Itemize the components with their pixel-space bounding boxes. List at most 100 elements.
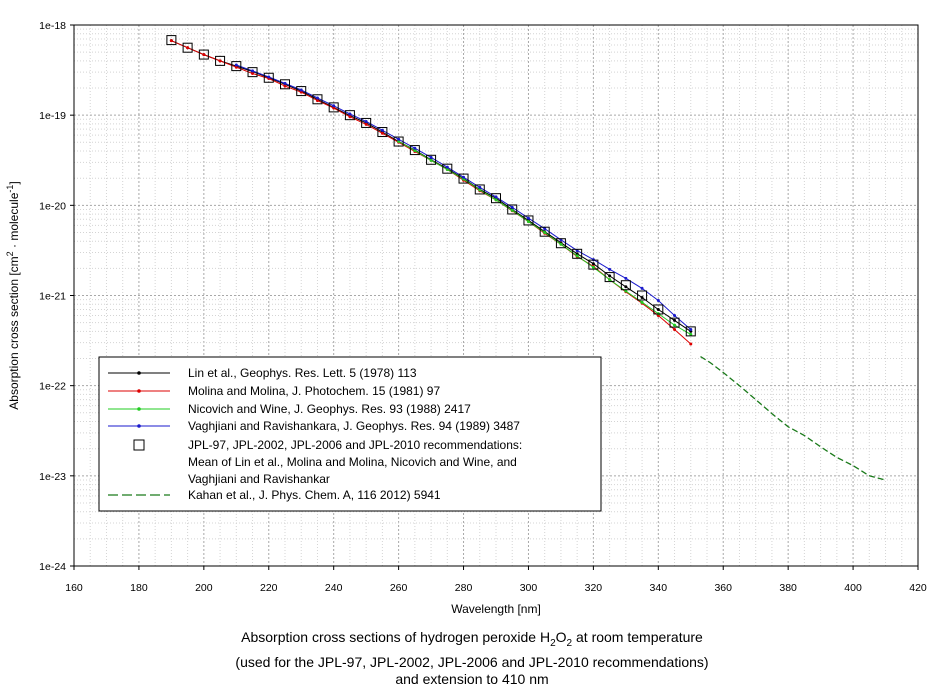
data-point [299,88,303,92]
x-tick-label: 180 [130,582,148,594]
data-point-square [491,193,501,204]
data-point [462,175,466,179]
data-point-square [182,42,193,53]
data-point [494,198,498,202]
data-point [332,106,336,110]
x-axis-label: Wavelength [nm] [451,602,541,616]
data-point [640,286,644,290]
legend-swatch [133,439,145,451]
data-point [689,327,693,331]
series-4 [166,35,696,337]
data-point [218,59,222,63]
y-tick-label: 1e-22 [39,381,66,393]
y-tick-label: 1e-20 [39,200,66,212]
data-point [689,332,693,336]
data-point-square [409,145,420,156]
x-tick-label: 320 [585,582,603,594]
data-point [656,299,660,303]
data-point-square [507,204,518,215]
data-point [445,165,449,169]
legend-label: Molina and Molina, J. Photochem. 15 (198… [188,384,440,398]
legend-box [98,356,602,512]
data-point-square [669,317,680,328]
data-point-square [393,136,404,147]
data-point [283,84,287,88]
x-tick-label: 200 [195,582,213,594]
x-tick-label: 220 [260,582,278,594]
data-point [315,99,319,103]
data-point-square [539,226,550,237]
x-tick-label: 380 [779,582,797,594]
data-point-square [215,55,226,66]
legend-swatch-marker [137,407,141,411]
data-point [673,318,677,322]
chart: 160 180 200 220 240 260 280 300 320 340 360 380 400 4… [5,20,927,616]
y-axis-label-part: · molecule [7,192,21,251]
legend-label: Mean of Lin et al., Molina and Molina, N… [188,455,517,469]
data-point-square [280,79,290,90]
data-point-square [620,280,631,291]
data-point [186,46,190,50]
data-point [429,155,433,159]
y-tick-label: 1e-24 [39,561,66,573]
x-tick-label: 420 [909,582,927,594]
x-tick-label: 400 [844,582,862,594]
data-point [251,71,255,75]
caption-line-3: and extension to 410 nm [395,671,549,687]
data-point [624,289,628,293]
data-point [673,314,677,318]
x-tick-label: 240 [325,582,343,594]
data-point [575,254,579,258]
data-point-square [458,173,469,184]
y-tick-label: 1e-18 [39,20,66,32]
x-tick-label: 360 [714,582,732,594]
series-line [171,40,692,332]
data-point [380,128,384,132]
y-tick-label: 1e-19 [39,110,66,122]
y-tick-label: 1e-21 [39,291,66,303]
data-point [640,300,644,304]
x-tick-label: 260 [390,582,408,594]
data-point-square [604,272,615,283]
legend-label: Vaghjiani and Ravishankar [188,472,330,486]
legend-label: Kahan et al., J. Phys. Chem. A, 116 2012… [188,488,441,502]
data-point [510,205,514,209]
data-point [510,208,514,212]
data-point-square [312,94,323,105]
data-point [640,296,644,300]
data-point [267,75,271,79]
legend-swatch-marker [137,371,141,375]
legend: Lin et al., Geophys. Res. Lett. 5 (1978)… [98,356,602,512]
data-point-square [166,35,177,46]
data-point-square [344,110,355,121]
data-point [624,276,628,280]
legend-label: Lin et al., Geophys. Res. Lett. 5 (1978)… [188,366,417,380]
series-line [700,356,886,481]
legend-label: Nicovich and Wine, J. Geophys. Res. 93 (… [188,402,471,416]
data-point-square [361,117,372,128]
data-point [413,146,417,150]
data-point-square [572,248,583,259]
data-point-square [247,67,258,78]
data-point [624,285,628,289]
data-point-square [637,290,648,301]
data-point [283,81,287,85]
data-point [478,185,482,189]
series-layer [166,35,886,481]
x-tick-label: 300 [520,582,538,594]
data-point [575,249,579,253]
legend-label: Vaghjiani and Ravishankara, J. Geophys. … [188,419,520,433]
x-tick-label: 280 [455,582,473,594]
tick-labels: 160 180 200 220 240 260 280 300 320 340 360 380 400 4… [39,20,927,594]
data-point [656,307,660,311]
data-point-square [231,61,242,72]
data-point [348,115,352,119]
data-point-square [555,238,566,249]
data-point [608,278,612,282]
data-point [445,167,449,171]
y-tick-label: 1e-23 [39,471,66,483]
x-tick-label: 160 [65,582,83,594]
data-point-square [198,49,209,60]
data-point-square [296,86,307,97]
legend-label: JPL-97, JPL-2002, JPL-2006 and JPL-2010 … [188,438,522,452]
